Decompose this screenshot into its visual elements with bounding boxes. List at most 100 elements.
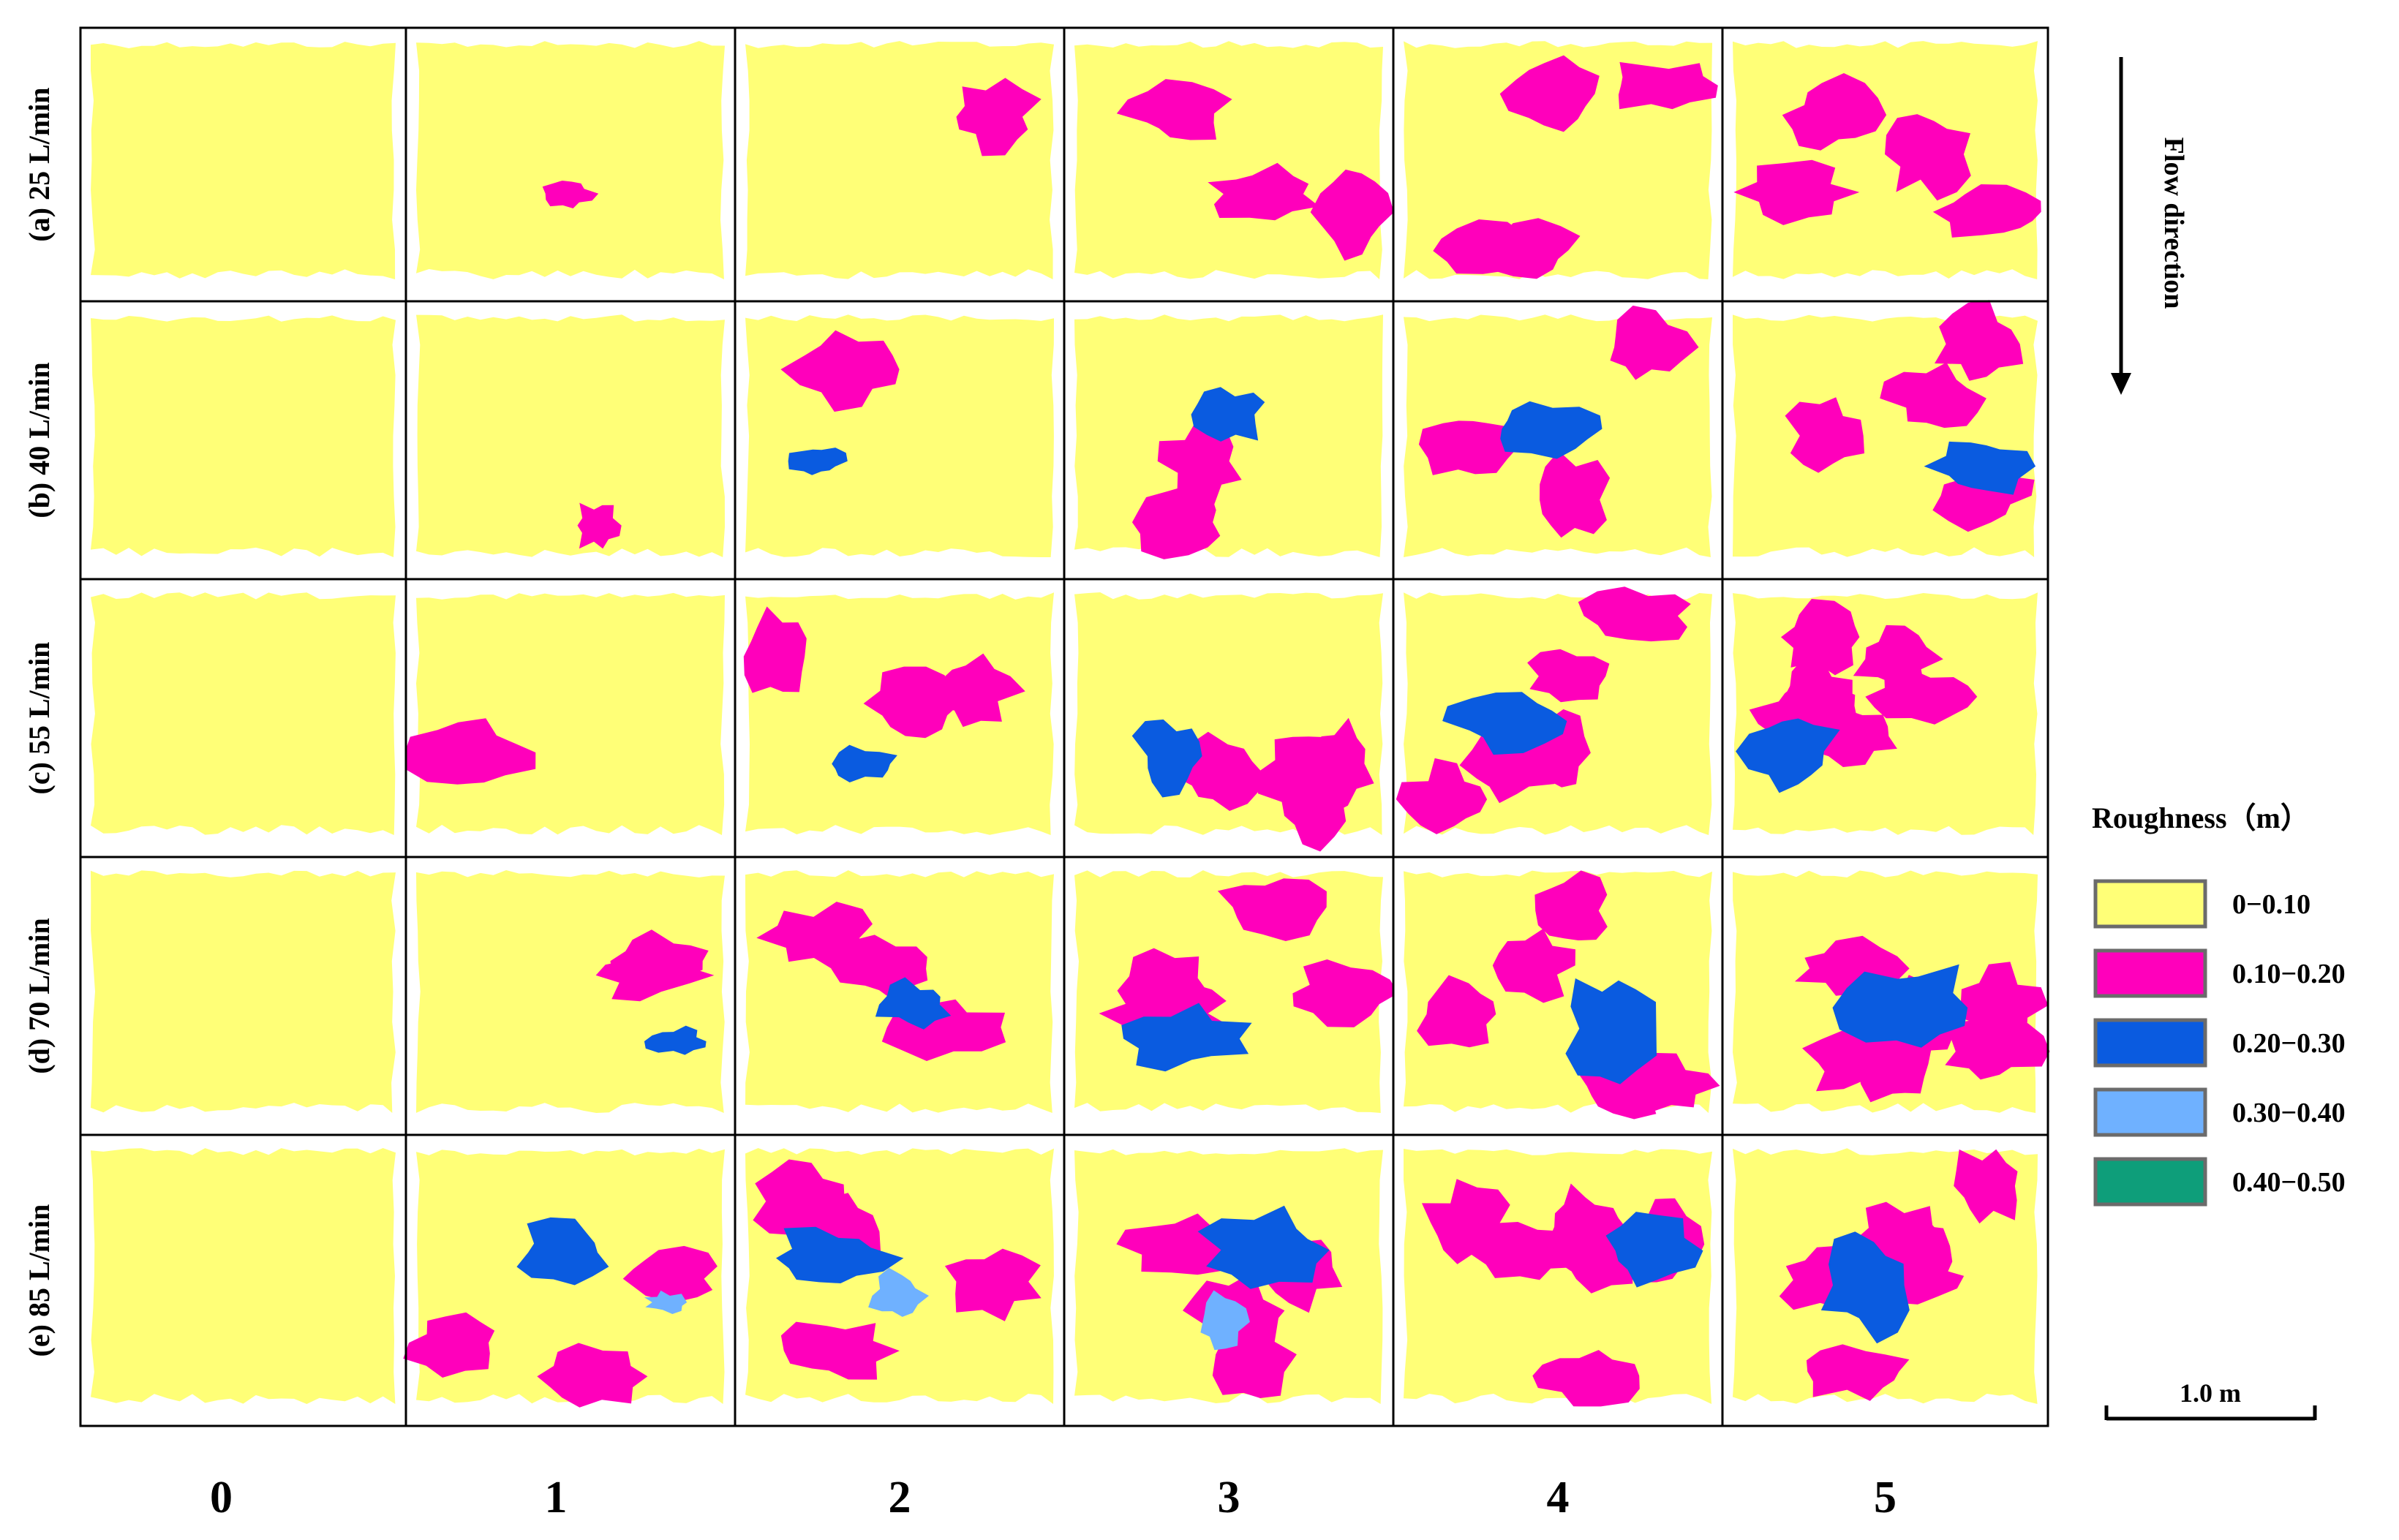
roughness-class-0-region [416,592,725,835]
column-label: 3 [1218,1473,1240,1522]
panel [1721,578,2049,858]
roughness-class-1-patch [1492,929,1575,1003]
panel [79,300,407,581]
roughness-class-3-patch [1200,1290,1250,1351]
legend-title: Roughness（m） [2092,801,2310,834]
legend-label: 0.10−0.20 [2232,959,2346,989]
roughness-class-1-patch [1418,420,1521,475]
roughness-class-1-patch [1808,709,1897,767]
roughness-class-1-patch [944,1248,1042,1321]
roughness-class-2-patch [776,1226,904,1283]
roughness-class-0-region [91,42,396,279]
panel [1063,1133,1395,1427]
panel [1721,856,2050,1136]
row-label: (c) 55 L/min [23,642,56,795]
roughness-class-1-patch [1116,79,1232,140]
panel [1063,856,1398,1136]
legend-label: 0.20−0.30 [2232,1028,2346,1059]
roughness-class-1-patch [780,330,900,412]
panel [1721,26,2049,303]
roughness-class-1-patch [1932,184,2041,238]
roughness-class-1-patch [1310,169,1394,261]
roughness-class-1-patch [956,78,1042,156]
roughness-class-1-patch [537,1343,648,1408]
row-label: (b) 40 L/min [23,362,56,518]
roughness-class-2-patch [1924,441,2036,495]
panel [1392,26,1724,303]
legend-label: 0−0.10 [2232,889,2311,920]
panel [734,300,1066,581]
roughness-class-1-patch [1954,1149,2018,1224]
roughness-class-2-patch [832,744,897,782]
panel [1392,300,1724,581]
column-label: 0 [210,1473,233,1522]
roughness-class-2-patch [1820,1231,1910,1344]
roughness-class-3-patch [868,1267,929,1317]
roughness-class-1-patch [622,1245,718,1302]
legend-label: 0.30−0.40 [2232,1098,2346,1128]
roughness-class-2-patch [516,1217,609,1286]
roughness-class-0-region [745,314,1054,557]
panel-border [1721,1133,2049,1427]
roughness-class-0-region [416,41,725,279]
panel [734,856,1066,1136]
roughness-class-1-patch [610,929,709,990]
panel [1721,300,2049,581]
legend: Roughness（m） 0−0.10 0.10−0.20 0.20−0.30 0.3… [2092,801,2346,1207]
roughness-class-0-region [1733,41,2038,279]
flow-direction-indicator: Flow direction [2111,57,2189,395]
roughness-class-1-patch [403,1312,495,1378]
roughness-class-0-region [91,1148,396,1404]
roughness-class-1-patch [743,606,807,693]
roughness-class-2-patch [1197,1205,1330,1289]
roughness-class-1-patch [577,502,622,549]
roughness-class-2-patch [1191,387,1265,442]
roughness-class-2-patch [1442,692,1567,755]
legend-items: 0−0.10 0.10−0.20 0.20−0.30 0.30−0.40 0.40−0.… [2093,879,2346,1207]
roughness-class-2-patch [1565,978,1657,1084]
roughness-class-1-patch [1217,878,1327,941]
panel [1392,856,1724,1136]
roughness-class-1-patch [542,181,599,208]
roughness-class-1-patch [1499,55,1600,132]
panel [404,26,737,303]
roughness-class-0-region [745,41,1054,279]
panel [79,1133,407,1427]
scale-bar: 1.0 m [2104,1378,2317,1421]
panel [1063,300,1395,581]
roughness-class-1-patch [1578,586,1691,642]
roughness-class-1-patch [1540,450,1611,538]
roughness-class-1-patch [1806,1344,1910,1401]
row-labels: (a) 25 L/min (b) 40 L/min (c) 55 L/min (d) … [23,87,56,1356]
roughness-class-0-region [1074,1148,1383,1404]
roughness-class-1-patch [1212,1310,1297,1398]
roughness-class-2-patch [1832,964,1968,1048]
roughness-class-0-region [91,315,396,557]
column-label: 1 [545,1473,568,1522]
roughness-class-1-patch [1396,758,1488,834]
row-label: (a) 25 L/min [23,87,56,241]
legend-swatch [2093,1087,2207,1137]
panel [734,26,1066,303]
roughness-class-1-patch [780,1321,900,1380]
roughness-class-2-patch [644,1025,707,1055]
roughness-class-2-patch [1121,1003,1252,1072]
legend-swatch [2093,948,2207,998]
roughness-class-1-patch [863,666,960,739]
panel [404,300,737,581]
row-label: (e) 85 L/min [23,1204,56,1357]
roughness-class-2-patch [1131,719,1202,798]
roughness-class-1-patch [1781,599,1860,676]
panel [1392,1133,1724,1427]
roughness-class-2-patch [1736,718,1840,793]
panel [79,26,407,303]
roughness-class-2-patch [1500,401,1603,459]
flow-direction-label: Flow direction [2158,137,2189,309]
roughness-class-1-patch [1935,300,2024,381]
roughness-class-1-patch [404,718,536,785]
roughness-class-1-patch [1292,959,1398,1027]
roughness-class-1-patch [933,653,1025,728]
roughness-class-1-patch [1157,422,1242,507]
roughness-class-1-patch [1880,362,1986,429]
column-labels: 0 1 2 3 4 5 [210,1473,1897,1522]
